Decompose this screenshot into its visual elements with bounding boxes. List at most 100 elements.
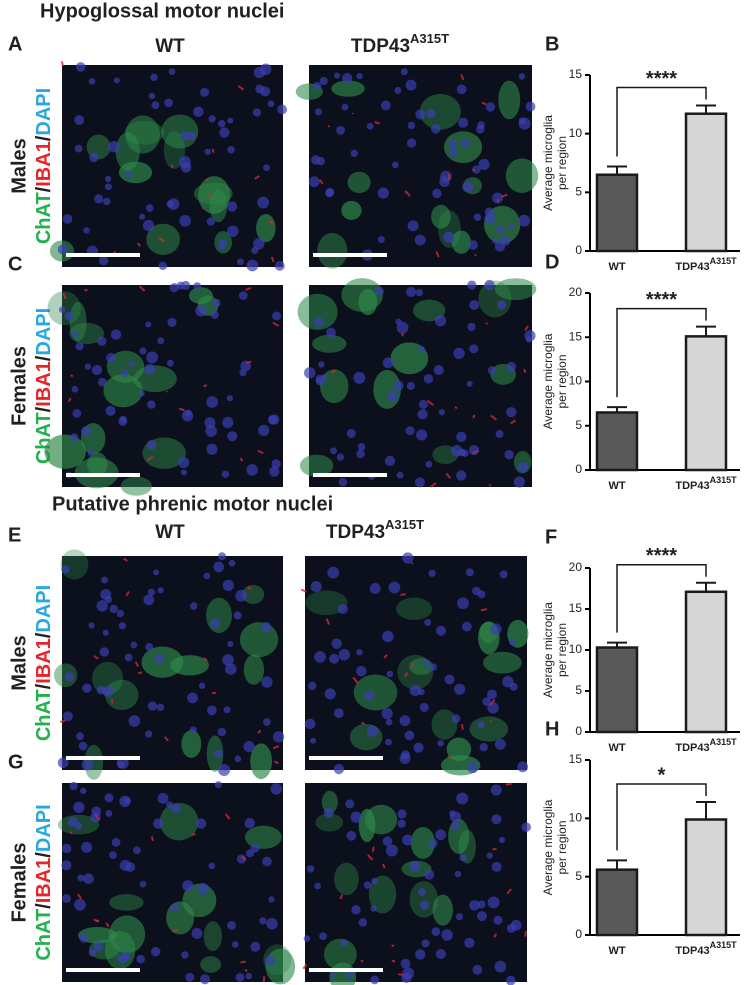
nucleus: [81, 841, 93, 853]
nucleus: [236, 854, 247, 864]
nucleus: [105, 405, 116, 416]
neuron: [321, 790, 338, 814]
panel-letter: G: [8, 751, 24, 773]
nucleus: [388, 581, 401, 594]
nucleus: [429, 663, 437, 671]
nucleus: [61, 565, 70, 574]
significance: ****: [646, 545, 677, 567]
nucleus: [303, 367, 316, 379]
nucleus: [409, 684, 421, 696]
panel-letter: C: [8, 253, 22, 275]
y-axis-label: per region: [555, 623, 569, 677]
nucleus: [400, 68, 408, 76]
nucleus: [171, 804, 181, 814]
nucleus: [456, 792, 469, 805]
nucleus: [143, 594, 155, 606]
nucleus: [253, 238, 265, 250]
panel-letter: E: [8, 524, 21, 546]
nucleus: [363, 881, 372, 889]
nucleus: [87, 450, 94, 457]
nucleus: [237, 258, 244, 266]
nucleus: [226, 395, 234, 402]
neuron: [419, 93, 461, 130]
nucleus: [313, 81, 322, 90]
nucleus: [198, 682, 206, 689]
nucleus: [168, 68, 176, 75]
microglia: [327, 125, 330, 128]
microglia: [70, 374, 74, 378]
nucleus: [491, 861, 502, 872]
microglia: [300, 588, 307, 593]
microglia: [325, 618, 331, 625]
nucleus: [71, 385, 79, 393]
nucleus: [353, 371, 366, 384]
neuron: [364, 804, 398, 835]
nucleus: [145, 643, 154, 651]
nucleus: [424, 619, 432, 627]
microglia: [454, 406, 458, 410]
nucleus: [147, 588, 155, 596]
microglia: [391, 944, 395, 948]
nucleus: [102, 629, 109, 636]
nucleus: [336, 453, 345, 461]
neuron: [109, 915, 146, 954]
microglia: [134, 661, 140, 668]
nucleus: [399, 715, 411, 727]
nucleus: [195, 818, 207, 829]
stain-part: /: [33, 632, 55, 638]
nucleus: [178, 156, 191, 169]
nucleus: [356, 665, 367, 677]
stain-part: IBA1: [33, 638, 55, 684]
nucleus: [439, 176, 450, 188]
nucleus: [214, 781, 222, 789]
microglia: [506, 888, 512, 895]
microglia: [426, 399, 434, 406]
nucleus: [145, 204, 154, 212]
nucleus: [271, 311, 282, 321]
nucleus: [333, 763, 345, 775]
nucleus: [374, 286, 384, 296]
nucleus: [407, 220, 419, 232]
nucleus: [495, 430, 504, 439]
neuron: [159, 802, 199, 841]
nucleus: [71, 330, 79, 338]
stain-part: ChAT: [33, 689, 55, 741]
nucleus: [402, 834, 414, 846]
nucleus: [428, 838, 438, 848]
nucleus: [405, 79, 417, 91]
nucleus: [524, 330, 536, 342]
nucleus: [221, 470, 230, 478]
nucleus: [263, 164, 270, 172]
neuron: [409, 880, 438, 918]
bar: [595, 411, 639, 472]
nucleus: [314, 317, 324, 327]
nucleus: [406, 138, 417, 148]
x-tick-label: WT: [608, 742, 625, 754]
nucleus: [469, 299, 480, 311]
nucleus: [157, 792, 169, 804]
nucleus: [393, 380, 404, 391]
nucleus: [492, 192, 503, 204]
x-tick-label: WT: [608, 480, 625, 492]
nucleus: [492, 237, 499, 244]
neuron: [305, 590, 348, 616]
column-header: TDP43A315T: [326, 517, 424, 543]
x-tick-label: TDP43A315T: [675, 940, 737, 957]
nucleus: [438, 409, 445, 416]
neuron: [239, 622, 279, 658]
nucleus: [266, 917, 278, 930]
nucleus: [128, 360, 135, 367]
bar: [595, 646, 639, 734]
neuron: [396, 597, 433, 621]
nucleus: [106, 353, 116, 363]
nucleus: [461, 449, 469, 457]
y-tick-label: 0: [575, 724, 582, 738]
nucleus: [74, 822, 83, 830]
nucleus: [62, 894, 71, 903]
microglia: [430, 482, 437, 488]
nucleus: [113, 77, 120, 84]
y-tick-label: 0: [575, 927, 582, 941]
microglia: [203, 657, 208, 662]
nucleus: [370, 905, 377, 912]
nucleus: [444, 674, 455, 685]
